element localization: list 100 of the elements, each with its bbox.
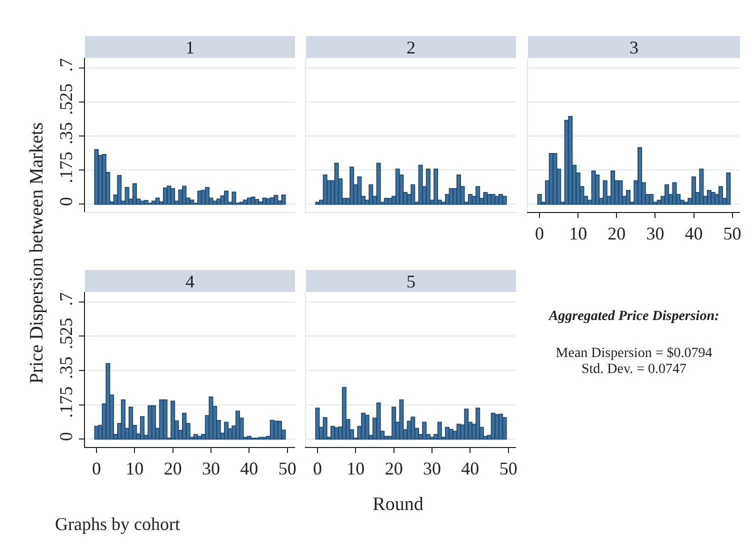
bar [266,198,271,205]
x-tick-label: 0 [312,458,322,479]
bar [232,192,236,205]
bar [364,414,370,440]
bar [274,194,278,205]
bar [437,422,442,440]
bar [368,184,374,205]
bar [162,399,168,440]
bar [568,116,573,205]
x-tick-label: 40 [240,458,258,479]
bar [649,194,654,205]
x-tick-label: 30 [202,458,220,479]
chart-title: 1 [186,37,194,58]
chart-title: 3 [630,37,638,58]
bar [691,176,696,205]
x-tick-label: 10 [346,458,365,479]
y-tick-label: .7 [56,292,76,306]
x-tick-label: 10 [126,458,144,479]
bar [638,147,642,205]
bar [262,198,267,205]
bar [170,400,176,440]
y-axis-title: Price Dispersion between Markets [27,122,49,384]
x-tick-label: 30 [423,458,441,479]
bar [399,399,404,440]
x-tick-label: 30 [646,224,664,244]
bar [132,183,137,205]
bar [166,186,172,205]
bar [94,149,99,205]
bar [498,194,503,205]
chart-title: 2 [406,37,416,58]
x-tick-label: 0 [92,458,101,479]
bar [498,414,503,440]
bar [120,399,126,440]
bar [476,186,480,205]
x-tick-label: 0 [535,224,544,244]
bar [155,198,160,205]
x-tick-label: 50 [499,458,518,479]
bar [182,412,187,440]
bar [537,194,542,205]
bar [410,416,416,440]
bar [502,417,507,440]
chart-title: 5 [406,271,416,292]
bar [476,408,480,440]
y-tick-label: .35 [56,122,76,145]
y-tick-label: 0 [56,432,76,441]
y-tick-label: 0 [56,197,76,206]
bar [190,200,194,205]
bar [208,396,214,440]
x-tick-label: 10 [569,224,588,244]
bar [483,192,488,205]
y-tick-label: .7 [56,58,76,72]
bar [193,434,198,440]
bar [664,184,670,205]
y-tick-label: .525 [56,318,76,350]
bar [350,166,354,205]
bar [445,426,450,440]
bar [117,175,122,205]
bar [281,194,286,205]
bar [422,422,427,440]
bar [128,406,134,440]
bar [456,174,461,205]
bar [330,426,335,440]
bar [418,164,423,205]
bar [434,168,438,205]
bar [212,200,218,205]
bar [250,196,256,205]
bar [376,402,381,440]
bar [426,168,430,205]
bar [224,190,229,205]
y-tick-label: .175 [56,386,76,418]
bar [626,190,630,205]
x-tick-label: 40 [461,458,480,479]
bar [718,186,723,205]
bar [706,190,712,205]
bar [464,408,469,440]
text: Graphs by cohort [55,514,180,534]
bar [342,387,346,440]
text: Mean Dispersion = $0.0794 [556,346,712,362]
text: Aggregated Price Dispersion: [548,309,720,325]
bar [699,168,704,205]
bar [392,406,396,440]
x-tick-label: 50 [723,224,742,244]
bar [357,176,362,205]
bar [618,180,623,205]
bar [315,408,320,440]
bar [610,170,616,205]
bar [144,200,148,205]
bar [140,416,145,440]
bar [456,424,461,440]
bar [170,188,176,205]
bar [182,186,187,205]
bar [151,405,156,440]
bar [322,417,328,440]
chart-title: 4 [186,271,194,292]
bar [140,200,145,205]
x-tick-label: 20 [608,224,626,244]
bar [106,363,110,440]
x-tick-label: 20 [384,458,403,479]
bar [243,200,248,205]
bar [376,162,381,205]
